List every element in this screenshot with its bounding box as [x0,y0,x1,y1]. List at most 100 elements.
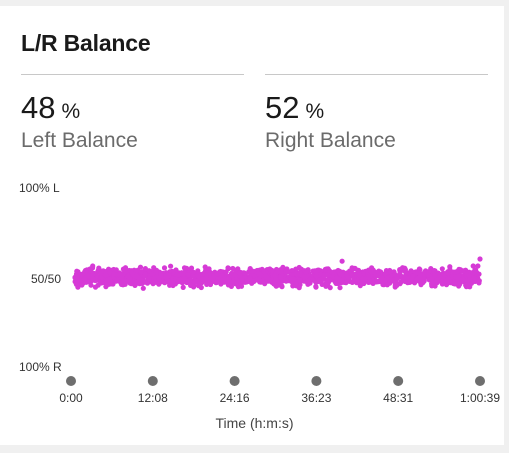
data-point [321,272,327,278]
data-point [180,284,186,290]
data-point [273,283,279,289]
data-point [368,269,374,275]
data-point [339,277,345,283]
y-tick-label-100-left: 100% L [19,181,60,195]
data-point [206,268,212,275]
y-tick-label-100-right: 100% R [19,360,62,374]
data-point [113,267,119,273]
data-point [415,270,421,276]
data-point [142,271,148,277]
x-tick-dot [393,376,404,386]
data-point [382,277,388,284]
data-point [466,273,472,279]
data-point [334,275,340,281]
data-point [357,272,363,278]
data-point [333,280,339,286]
x-tick-dot [311,376,322,386]
data-point [477,256,483,262]
lr-balance-card [0,6,504,445]
left-balance-number: 48 [21,90,56,125]
right-balance-number: 52 [265,90,300,125]
data-point [121,267,127,273]
data-point [135,275,141,281]
data-point [153,269,159,275]
data-point [111,271,117,277]
data-point [390,277,396,283]
data-point [126,276,133,282]
data-point [108,280,114,286]
data-point [426,269,432,275]
data-point [79,282,85,288]
data-point [408,268,414,274]
right-stat-divider [265,74,488,75]
data-point [223,269,229,275]
data-point [201,271,208,277]
data-point [429,281,435,287]
data-point [470,263,476,269]
data-point [82,276,88,282]
data-point [132,282,138,288]
data-point [362,276,368,282]
data-point [138,269,145,275]
x-tick-markers [66,376,485,386]
data-point [86,279,92,285]
data-point [327,268,333,274]
data-point [170,278,176,284]
data-point [476,280,482,286]
data-point [293,283,299,289]
data-point [102,272,109,278]
x-axis-label: Time (h:m:s) [215,415,294,431]
data-point [275,268,281,275]
data-point [73,281,79,287]
data-point [289,276,295,282]
data-point [142,279,149,285]
data-point [214,279,220,285]
x-tick-dot [147,376,158,386]
data-point [303,269,309,275]
data-point [382,271,388,277]
right-balance-unit: % [305,100,325,123]
data-point [98,280,104,286]
data-point [313,269,319,275]
left-balance-value: 48% [21,90,80,126]
data-point [195,268,201,274]
data-point [344,272,350,278]
data-point [429,276,435,282]
data-point [301,273,307,280]
data-point [87,266,93,272]
data-point [239,276,245,282]
data-point [434,277,440,283]
x-tick-label: 0:00 [59,391,83,405]
data-point [225,265,231,271]
x-tick-dot [66,376,76,386]
data-point [174,271,180,278]
data-point [475,263,481,269]
y-tick-label-50-50: 50/50 [31,272,62,286]
data-point [327,285,333,291]
data-point [313,284,319,290]
data-point [408,278,414,284]
data-point [367,278,373,284]
data-point [241,270,247,276]
data-point [168,263,174,269]
data-point [98,270,104,276]
data-point [278,274,284,280]
data-point [104,279,110,285]
data-point [280,264,286,270]
data-point [150,281,156,287]
data-point [445,279,452,285]
data-point [179,280,186,286]
data-point [373,273,379,279]
data-point [298,278,304,285]
x-tick-label: 36:23 [301,391,332,405]
data-point [229,279,235,285]
x-tick-label: 1:00:39 [459,391,501,405]
data-point [324,272,330,278]
data-point [305,278,311,284]
data-point [92,284,99,290]
data-point [156,281,162,287]
data-point [179,270,186,276]
card-title: L/R Balance [21,30,151,56]
data-point [186,277,193,284]
left-balance-unit: % [61,100,81,123]
